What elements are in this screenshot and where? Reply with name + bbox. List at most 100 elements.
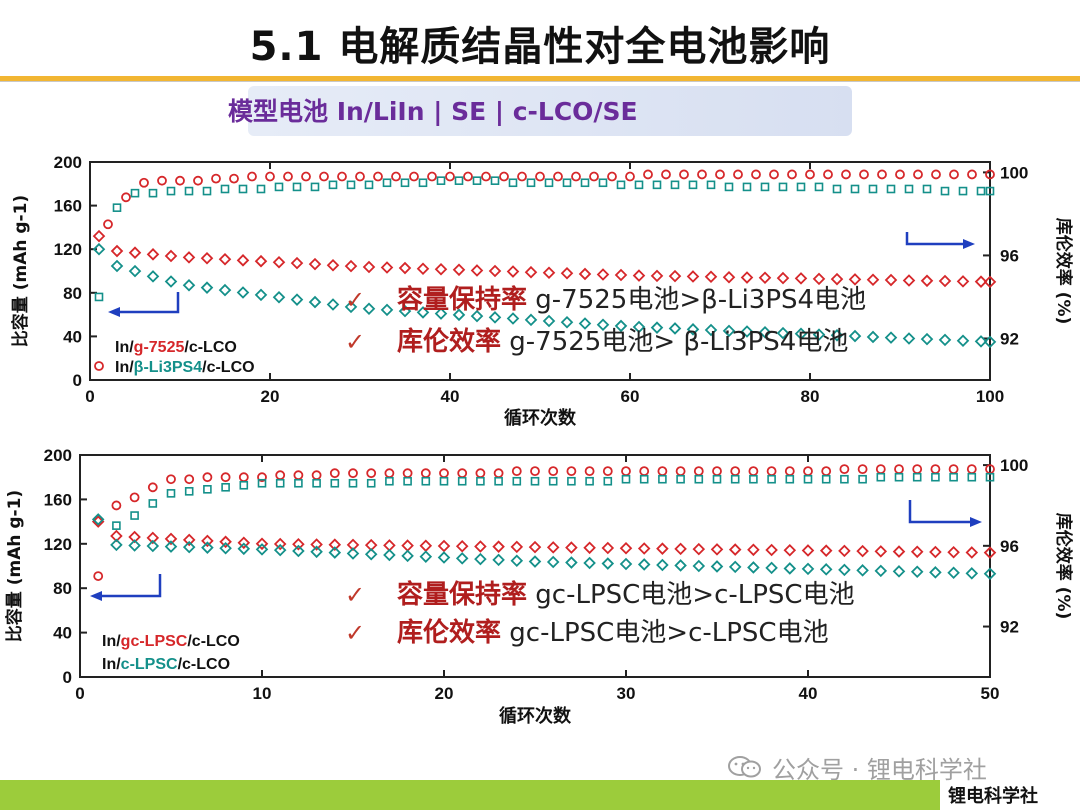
footer-brand: 锂电科学社 bbox=[948, 786, 1038, 807]
data-point bbox=[346, 547, 360, 560]
data-point bbox=[492, 553, 505, 567]
data-point bbox=[657, 466, 668, 477]
data-point bbox=[598, 178, 608, 188]
data-point bbox=[283, 171, 293, 182]
x-tick-label: 10 bbox=[253, 684, 272, 703]
data-point bbox=[794, 327, 808, 341]
data-point bbox=[814, 182, 824, 192]
series-coulombic-3 bbox=[112, 472, 995, 530]
data-point bbox=[913, 169, 923, 180]
data-point bbox=[749, 474, 758, 484]
data-point bbox=[494, 476, 503, 486]
check-icon: ✓ bbox=[345, 286, 365, 314]
data-point bbox=[434, 262, 448, 276]
data-point bbox=[658, 474, 667, 484]
data-point bbox=[840, 474, 849, 484]
data-point bbox=[455, 539, 469, 553]
data-point bbox=[947, 545, 960, 559]
y-tick-label: 200 bbox=[54, 153, 82, 172]
data-point bbox=[457, 476, 467, 486]
data-point bbox=[765, 561, 778, 575]
data-point bbox=[474, 540, 487, 553]
data-point bbox=[985, 169, 995, 180]
data-point bbox=[383, 548, 396, 562]
data-point bbox=[838, 563, 851, 577]
data-point bbox=[876, 472, 886, 482]
data-point bbox=[694, 474, 704, 484]
wechat-icon bbox=[728, 756, 761, 778]
data-point bbox=[512, 476, 522, 486]
y-axis-label: 比容量 (mAh g-1) bbox=[4, 490, 25, 642]
data-point bbox=[219, 541, 232, 555]
data-point bbox=[236, 254, 250, 267]
legend-entry-0: In/gc-LPSC/c-LCO bbox=[102, 633, 240, 650]
data-point bbox=[237, 536, 251, 550]
data-point bbox=[542, 314, 556, 328]
data-point bbox=[312, 478, 321, 488]
chart-lpsc-comparison: 0 10 20 30 40 50 0 40 80 120 160 200 92 96 100 循环次数 比容量 … bbox=[4, 446, 1074, 727]
data-point bbox=[385, 476, 394, 486]
x-tick-label: 0 bbox=[85, 387, 94, 406]
data-point bbox=[470, 264, 484, 277]
data-point bbox=[421, 476, 431, 486]
data-point bbox=[366, 478, 376, 488]
data-point bbox=[766, 466, 777, 477]
data-point bbox=[877, 169, 887, 180]
data-point bbox=[348, 468, 358, 479]
data-point bbox=[796, 182, 806, 192]
check-icon: ✓ bbox=[345, 619, 365, 647]
data-point bbox=[892, 565, 906, 578]
y2-axis-label: 库伦效率 (%) bbox=[1053, 513, 1074, 620]
annotation-0: 容量保持率 g-7525电池>β-Li3PS4电池 bbox=[397, 284, 866, 315]
y-axis-label: 比容量 (mAh g-1) bbox=[10, 195, 31, 347]
data-point bbox=[983, 546, 997, 559]
data-point bbox=[637, 558, 651, 571]
data-point bbox=[839, 464, 850, 475]
slide-title: 5.1 电解质结晶性对全电池影响 bbox=[249, 24, 831, 70]
data-point bbox=[787, 169, 797, 180]
data-point bbox=[902, 274, 916, 287]
data-point bbox=[203, 485, 212, 494]
data-point bbox=[454, 176, 464, 185]
data-point bbox=[965, 546, 979, 559]
data-point bbox=[710, 543, 724, 556]
data-point bbox=[585, 476, 594, 486]
data-point bbox=[273, 543, 287, 557]
data-point bbox=[474, 552, 487, 566]
data-point bbox=[470, 309, 484, 323]
data-point bbox=[184, 186, 194, 196]
data-point bbox=[103, 219, 113, 230]
data-point bbox=[803, 466, 813, 477]
data-point bbox=[416, 262, 430, 275]
data-point bbox=[129, 492, 140, 503]
data-point bbox=[193, 175, 203, 186]
data-point bbox=[275, 470, 286, 481]
data-point bbox=[164, 275, 178, 288]
data-point bbox=[401, 539, 414, 552]
data-point bbox=[751, 169, 761, 180]
data-point bbox=[619, 557, 633, 571]
data-point bbox=[650, 269, 664, 283]
data-point bbox=[639, 466, 650, 477]
data-point bbox=[621, 474, 631, 484]
data-point bbox=[874, 545, 888, 558]
plot-frame bbox=[89, 161, 991, 381]
data-point bbox=[548, 476, 558, 486]
data-point bbox=[364, 180, 374, 190]
data-point bbox=[510, 540, 524, 554]
data-point bbox=[884, 273, 898, 287]
data-point bbox=[91, 513, 105, 526]
data-point bbox=[938, 333, 952, 347]
data-point bbox=[528, 555, 542, 568]
data-point bbox=[742, 182, 752, 192]
y-tick-label: 0 bbox=[63, 668, 72, 687]
data-point bbox=[983, 335, 997, 349]
y2-tick-label: 100 bbox=[1000, 456, 1028, 475]
x-tick-label: 30 bbox=[617, 684, 636, 703]
data-point bbox=[850, 184, 860, 194]
data-point bbox=[330, 478, 340, 488]
data-point bbox=[175, 175, 185, 186]
data-point bbox=[362, 260, 376, 274]
data-point bbox=[420, 468, 431, 479]
y2-tick-label: 92 bbox=[1000, 618, 1019, 637]
